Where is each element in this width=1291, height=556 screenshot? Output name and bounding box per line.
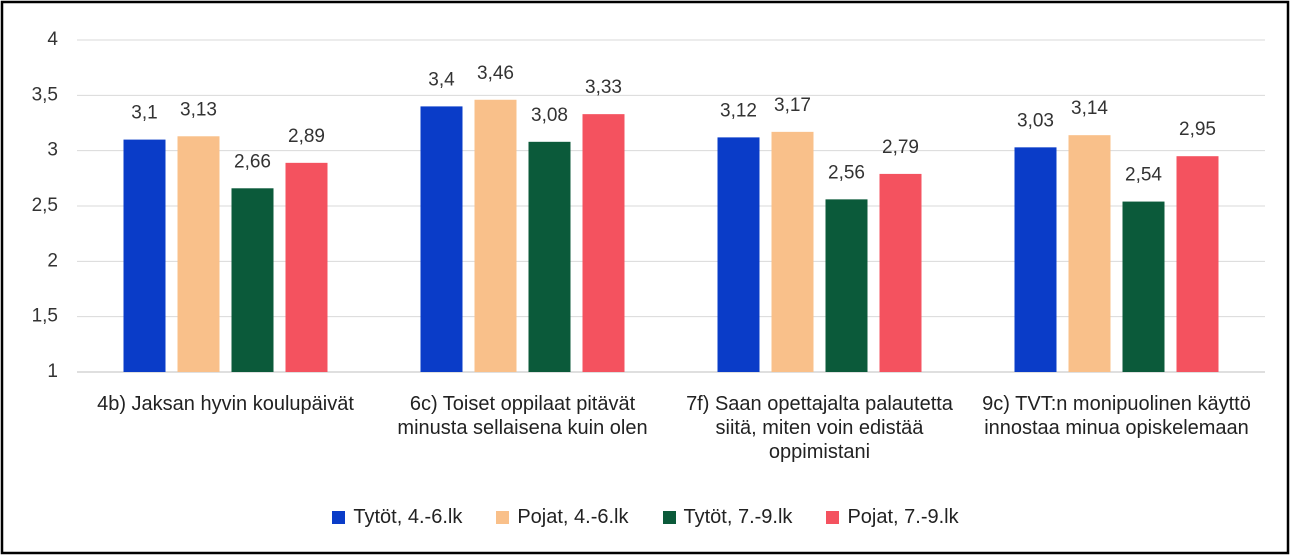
bar <box>879 173 922 372</box>
y-tick-label: 2,5 <box>32 195 58 216</box>
data-label: 2,89 <box>288 126 325 147</box>
legend-label: Tytöt, 4.-6.lk <box>353 506 463 528</box>
bar <box>1068 135 1111 372</box>
data-label: 2,54 <box>1125 165 1162 186</box>
y-tick-label: 1 <box>47 361 58 382</box>
data-label: 3,03 <box>1017 110 1054 131</box>
data-label: 3,4 <box>428 69 455 90</box>
bar <box>177 136 220 372</box>
data-label: 3,46 <box>477 63 514 84</box>
legend-label: Pojat, 7.-9.lk <box>847 506 959 528</box>
x-tick-label: 9c) TVT:n monipuolinen käyttö innostaa m… <box>982 393 1251 439</box>
bar <box>528 141 571 372</box>
bar <box>420 106 463 373</box>
x-tick-label: 7f) Saan opettajalta palautetta siitä, m… <box>686 393 953 463</box>
legend-label: Pojat, 4.-6.lk <box>517 506 629 528</box>
data-label: 3,17 <box>774 95 811 116</box>
y-tick-label: 3 <box>47 140 58 161</box>
data-label: 3,1 <box>131 103 157 124</box>
legend-swatch <box>496 511 510 524</box>
data-label: 2,95 <box>1179 119 1216 140</box>
bar <box>231 188 274 372</box>
bar <box>825 199 868 372</box>
data-label: 3,12 <box>720 100 757 121</box>
legend-swatch <box>826 511 840 524</box>
data-label: 2,79 <box>882 137 919 158</box>
bar <box>474 99 517 372</box>
bar <box>1014 147 1057 372</box>
bar <box>123 139 166 372</box>
y-tick-label: 3,5 <box>32 84 58 105</box>
bar <box>771 131 814 372</box>
data-label: 3,33 <box>585 77 622 98</box>
legend-item: Pojat, 4.-6.lk <box>496 506 629 529</box>
legend-item: Tytöt, 7.-9.lk <box>662 506 793 529</box>
bar <box>717 137 760 372</box>
data-label: 3,08 <box>531 105 568 126</box>
legend-swatch <box>332 511 346 524</box>
y-tick-label: 1,5 <box>32 306 58 327</box>
legend-item: Pojat, 7.-9.lk <box>826 506 959 529</box>
y-tick-label: 2 <box>47 250 58 271</box>
data-label: 2,56 <box>828 162 865 183</box>
x-tick-label: 6c) Toiset oppilaat pitävät minusta sell… <box>397 393 648 439</box>
legend-swatch <box>662 511 676 524</box>
legend-item: Tytöt, 4.-6.lk <box>332 506 462 529</box>
data-label: 2,66 <box>234 151 271 172</box>
bar <box>285 162 328 372</box>
bar <box>1176 156 1219 372</box>
x-tick-label: 4b) Jaksan hyvin koulupäivät <box>97 393 354 415</box>
bar <box>582 114 625 372</box>
legend: Tytöt, 4.-6.lk Pojat, 4.-6.lk Tytöt, 7.-9.… <box>0 506 1291 529</box>
bar <box>1122 201 1165 372</box>
legend-label: Tytöt, 7.-9.lk <box>683 506 793 528</box>
y-tick-label: 4 <box>47 29 58 50</box>
data-label: 3,14 <box>1071 98 1108 119</box>
data-label: 3,13 <box>180 99 217 120</box>
